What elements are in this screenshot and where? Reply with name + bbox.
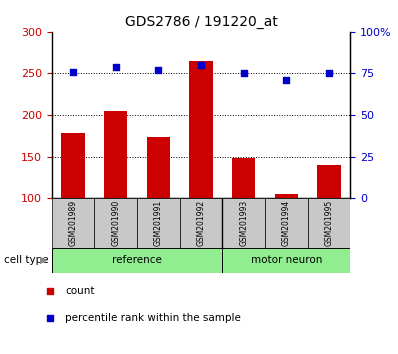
Text: reference: reference: [112, 255, 162, 265]
Text: GSM201995: GSM201995: [324, 200, 334, 246]
Text: ▶: ▶: [40, 255, 47, 265]
Text: GSM201992: GSM201992: [197, 200, 205, 246]
Bar: [308, 198, 350, 248]
Bar: [94, 198, 137, 248]
Bar: [61, 133, 85, 198]
Text: GSM201991: GSM201991: [154, 200, 163, 246]
Text: count: count: [65, 286, 95, 296]
Point: [198, 62, 204, 68]
Bar: [275, 194, 298, 198]
Bar: [137, 198, 179, 248]
Text: GSM201989: GSM201989: [68, 200, 78, 246]
Bar: [222, 248, 350, 273]
Text: GSM201993: GSM201993: [239, 200, 248, 246]
Text: cell type: cell type: [4, 255, 49, 265]
Point: [113, 64, 119, 70]
Bar: [179, 198, 222, 248]
Point: [70, 69, 76, 75]
Point: [283, 77, 289, 83]
Text: GSM201990: GSM201990: [111, 200, 120, 246]
Bar: [52, 248, 222, 273]
Text: motor neuron: motor neuron: [251, 255, 322, 265]
Bar: [52, 198, 94, 248]
Bar: [232, 158, 256, 198]
Text: percentile rank within the sample: percentile rank within the sample: [65, 313, 241, 323]
Point: [326, 71, 332, 76]
Point: [240, 71, 247, 76]
Bar: [146, 137, 170, 198]
Point: [155, 67, 162, 73]
Bar: [222, 198, 265, 248]
Point: [250, 163, 256, 169]
Bar: [317, 165, 341, 198]
Bar: [104, 111, 127, 198]
Bar: [265, 198, 308, 248]
Bar: [189, 61, 213, 198]
Text: GSM201994: GSM201994: [282, 200, 291, 246]
Title: GDS2786 / 191220_at: GDS2786 / 191220_at: [125, 16, 277, 29]
